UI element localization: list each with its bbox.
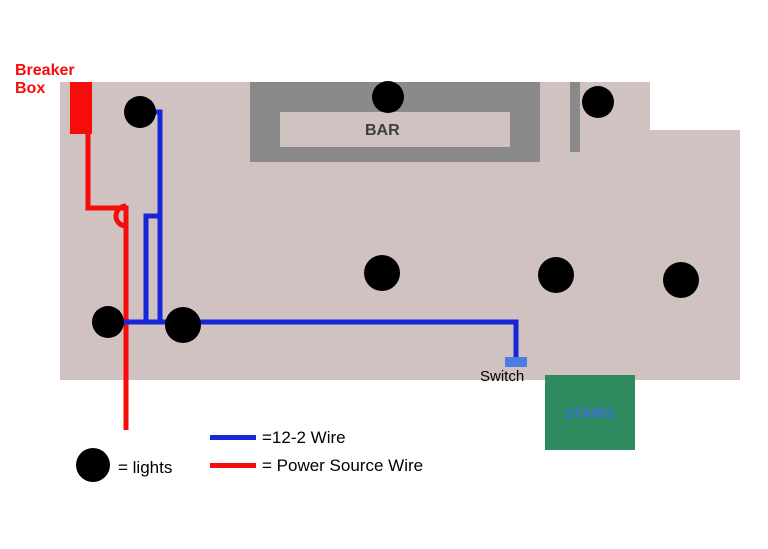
legend-red-swatch [210,463,256,468]
legend-light-text: = lights [118,458,172,478]
breaker-label-line2: Box [15,80,45,97]
breaker-label-line1: Breaker [15,62,75,79]
room-notch [650,130,740,380]
light-4 [364,255,400,291]
light-1 [124,96,156,128]
stairs-area: STAIRS [545,375,635,450]
switch-label: Switch [480,368,524,385]
breaker-label: BreakerBox [15,62,75,97]
legend-blue-text: =12-2 Wire [262,428,346,448]
light-7 [92,306,124,338]
diagram-stage: BAR BreakerBox STAIRS Switch = lights =1… [0,0,768,549]
bar-label: BAR [365,122,400,140]
legend-red-text: = Power Source Wire [262,456,423,476]
legend-blue-swatch [210,435,256,440]
bar-bottom [250,147,540,162]
light-3 [582,86,614,118]
stairs-label: STAIRS [565,405,615,421]
legend-light-icon [76,448,110,482]
light-6 [663,262,699,298]
light-8 [165,307,201,343]
switch [505,357,527,367]
light-5 [538,257,574,293]
bar-pillar [570,82,580,152]
light-2 [372,81,404,113]
room-main [60,82,650,380]
